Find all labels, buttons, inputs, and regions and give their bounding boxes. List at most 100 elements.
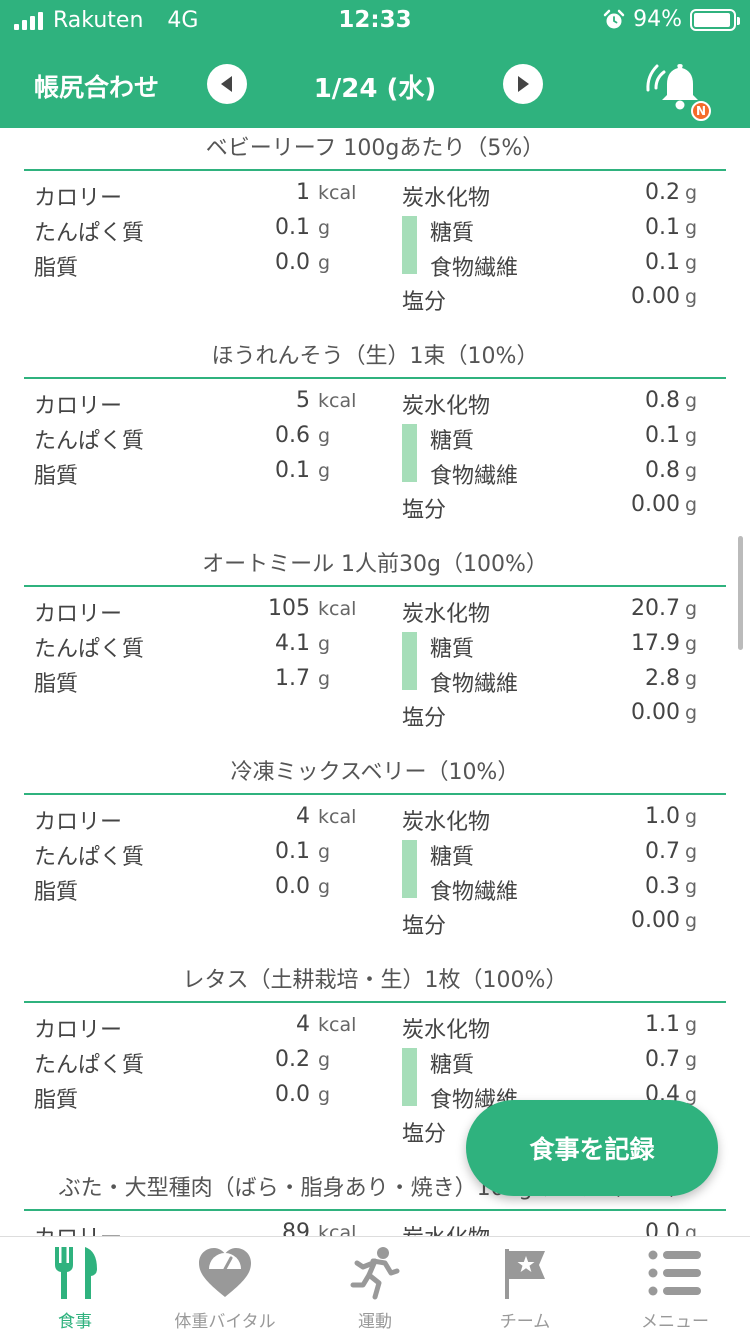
battery-percent: 94% xyxy=(633,7,682,32)
sugar-label: 糖質 xyxy=(430,1053,475,1078)
carbs-value: 20.7 xyxy=(631,596,680,621)
salt-value: 0.00 xyxy=(631,700,680,725)
sugar-unit: g xyxy=(685,633,698,655)
fat-label: 脂質 xyxy=(34,464,79,489)
carbs-label: 炭水化物 xyxy=(402,394,491,419)
prev-day-button[interactable] xyxy=(207,64,247,104)
food-title: オートミール 1人前30g（100%） xyxy=(202,552,548,577)
protein-label: たんぱく質 xyxy=(34,845,145,870)
next-day-button[interactable] xyxy=(503,64,543,104)
record-meal-button[interactable]: 食事を記録 xyxy=(466,1100,718,1196)
fat-value: 0.0 xyxy=(275,250,310,275)
food-item[interactable]: ベビーリーフ 100gあたり（5%） カロリー 1 kcal たんぱく質 0.1 g 脂質 0.… xyxy=(0,128,750,336)
tab-label: メニュー xyxy=(641,1312,709,1332)
food-item[interactable]: オートミール 1人前30g（100%） カロリー 105 kcal たんぱく質 4.1 g 脂… xyxy=(0,544,750,752)
carbs-value: 1.1 xyxy=(645,1012,680,1037)
sugar-value: 0.1 xyxy=(645,423,680,448)
salt-label: 塩分 xyxy=(402,706,447,731)
sub-indicator-bar xyxy=(402,216,417,274)
alarm-icon xyxy=(603,9,625,28)
sugar-unit: g xyxy=(685,1049,698,1071)
fat-label: 脂質 xyxy=(34,880,79,905)
carrier-name: Rakuten xyxy=(53,8,144,33)
sugar-value: 0.1 xyxy=(645,215,680,240)
food-item[interactable]: 冷凍ミックスベリー（10%） カロリー 4 kcal たんぱく質 0.1 g 脂質 0.0 g 炭水… xyxy=(0,752,750,960)
sugar-label: 糖質 xyxy=(430,429,475,454)
fiber-value: 0.3 xyxy=(645,874,680,899)
food-title: ベビーリーフ 100gあたり（5%） xyxy=(205,136,545,161)
fat-unit: g xyxy=(318,668,331,690)
tab-team[interactable]: チーム xyxy=(450,1237,600,1334)
current-date[interactable]: 1/24 (水) xyxy=(313,74,437,104)
tab-bar: 食事 体重バイタル 運動 チーム メニュー xyxy=(0,1236,750,1334)
calorie-unit: kcal xyxy=(318,806,357,828)
fiber-value: 0.8 xyxy=(645,458,680,483)
nutrition-list[interactable]: ベビーリーフ 100gあたり（5%） カロリー 1 kcal たんぱく質 0.1 g 脂質 0.… xyxy=(0,128,750,1236)
carbs-unit: g xyxy=(685,1014,698,1036)
app-header: 帳尻合わせ 1/24 (水) N xyxy=(0,40,750,128)
food-item[interactable]: レタス（土耕栽培・生）1枚（100%） カロリー 4 kcal たんぱく質 0.2 g 脂質 0… xyxy=(0,960,750,1168)
fiber-value: 0.1 xyxy=(645,250,680,275)
calorie-value: 1 xyxy=(296,180,310,205)
sugar-unit: g xyxy=(685,841,698,863)
fiber-label: 食物繊維 xyxy=(430,464,519,489)
tab-meal[interactable]: 食事 xyxy=(0,1237,150,1334)
carrier-info: Rakuten 4G xyxy=(14,8,198,33)
fiber-unit: g xyxy=(685,460,698,482)
notification-badge: N xyxy=(691,101,711,121)
salt-value: 0.00 xyxy=(631,908,680,933)
carbs-unit: g xyxy=(685,1222,698,1236)
sugar-label: 糖質 xyxy=(430,637,475,662)
fiber-unit: g xyxy=(685,1084,698,1106)
salt-label: 塩分 xyxy=(402,1122,447,1147)
divider xyxy=(24,793,726,795)
protein-label: たんぱく質 xyxy=(34,637,145,662)
divider xyxy=(24,1001,726,1003)
sugar-value: 0.7 xyxy=(645,1047,680,1072)
scroll-indicator[interactable] xyxy=(738,536,743,650)
salt-value: 0.00 xyxy=(631,492,680,517)
carbs-value: 0.0 xyxy=(645,1220,680,1236)
food-title: ほうれんそう（生）1束（10%） xyxy=(211,344,539,369)
tab-menu[interactable]: メニュー xyxy=(600,1237,750,1334)
calorie-unit: kcal xyxy=(318,1222,357,1236)
sub-indicator-bar xyxy=(402,1048,417,1106)
calorie-value: 4 xyxy=(296,804,310,829)
fat-value: 0.0 xyxy=(275,874,310,899)
fat-label: 脂質 xyxy=(34,1088,79,1113)
calorie-label: カロリー xyxy=(34,1220,122,1236)
sugar-unit: g xyxy=(685,425,698,447)
carbs-label: 炭水化物 xyxy=(402,186,491,211)
bell-icon[interactable] xyxy=(642,62,712,112)
salt-label: 塩分 xyxy=(402,498,447,523)
sugar-label: 糖質 xyxy=(430,845,475,870)
salt-unit: g xyxy=(685,910,698,932)
food-item[interactable]: ほうれんそう（生）1束（10%） カロリー 5 kcal たんぱく質 0.6 g 脂質 0.1 g… xyxy=(0,336,750,544)
flag-star-icon xyxy=(505,1249,545,1299)
sugar-value: 17.9 xyxy=(631,631,680,656)
carbs-label: 炭水化物 xyxy=(402,810,491,835)
calorie-value: 5 xyxy=(296,388,310,413)
protein-unit: g xyxy=(318,633,331,655)
carbs-label: 炭水化物 xyxy=(402,1220,490,1236)
salt-unit: g xyxy=(685,286,698,308)
calorie-label: カロリー xyxy=(34,602,123,627)
tab-weight-vital[interactable]: 体重バイタル xyxy=(150,1237,300,1334)
fat-unit: g xyxy=(318,252,331,274)
calorie-unit: kcal xyxy=(318,598,357,620)
calorie-unit: kcal xyxy=(318,1014,357,1036)
fiber-label: 食物繊維 xyxy=(430,672,519,697)
protein-value: 4.1 xyxy=(275,631,310,656)
triangle-right-icon xyxy=(518,76,529,92)
sugar-label: 糖質 xyxy=(430,221,475,246)
fat-unit: g xyxy=(318,876,331,898)
tab-exercise[interactable]: 運動 xyxy=(300,1237,450,1334)
fiber-label: 食物繊維 xyxy=(430,256,519,281)
battery-icon xyxy=(690,8,740,31)
sub-indicator-bar xyxy=(402,424,417,482)
calorie-value: 105 xyxy=(268,596,310,621)
network-type: 4G xyxy=(167,8,199,33)
protein-label: たんぱく質 xyxy=(34,221,145,246)
calorie-label: カロリー xyxy=(34,394,123,419)
calorie-value: 89 xyxy=(282,1220,310,1236)
